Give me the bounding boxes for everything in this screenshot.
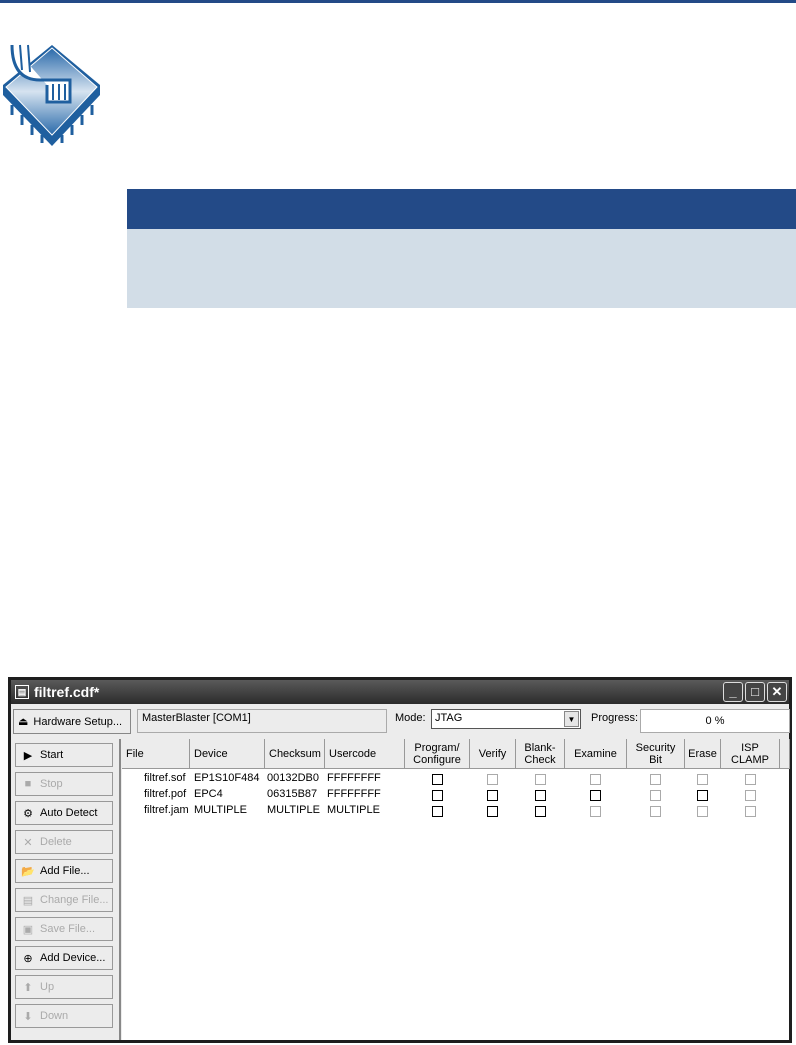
checkbox-security-bit [650,774,661,785]
change-file-button[interactable]: ▤ Change File... [15,888,113,912]
title-bar[interactable]: ▤ filtref.cdf* _ □ ✕ [11,680,789,704]
checkbox-erase [697,806,708,817]
auto-detect-button[interactable]: ⚙ Auto Detect [15,801,113,825]
down-arrow-icon: ⬇ [23,1010,33,1023]
save-file-button[interactable]: ▣ Save File... [15,917,113,941]
change-file-icon: ▤ [22,894,34,907]
hardware-setup-label: Hardware Setup... [33,715,123,728]
column-header[interactable]: File [122,739,190,769]
cell-checksum: 00132DB0 [267,772,319,784]
checkbox-security-bit [650,806,661,817]
column-header[interactable]: Verify [470,739,516,769]
button-label: Add Device... [40,952,106,964]
hardware-setup-button[interactable]: ⏏ Hardware Setup... [13,709,131,734]
button-label: Auto Detect [40,807,98,819]
checkbox-isp-clamp [744,806,756,817]
checkbox-examine [590,774,601,785]
button-panel: ▶ Start ■ Stop ⚙ Auto Detect ✕ Delete 📂 Add File.… [11,739,121,1040]
cell-device: MULTIPLE [194,804,247,816]
checkbox-erase[interactable] [697,790,708,801]
chevron-down-icon[interactable]: ▼ [564,711,579,727]
column-header-filler [780,739,790,769]
window-title: filtref.cdf* [34,684,100,700]
checkbox-program-configure[interactable] [431,790,443,801]
button-label: Stop [40,778,63,790]
button-label: Down [40,1010,69,1022]
save-icon: ▣ [22,923,34,936]
column-header[interactable]: Usercode [325,739,405,769]
mode-label: Mode: [395,712,426,724]
button-label: Delete [40,836,72,848]
column-header[interactable]: Device [190,739,265,769]
cell-file: filtref.jam [144,804,189,816]
start-button[interactable]: ▶ Start [15,743,113,767]
auto-detect-icon: ⚙ [23,807,33,820]
column-header[interactable]: Security Bit [627,739,685,769]
top-rule [0,0,796,3]
progress-label: Progress: [591,712,639,724]
checkbox-program-configure[interactable] [431,774,443,785]
cell-file: filtref.pof [144,788,187,800]
document-icon: ▤ [15,685,29,699]
button-label: Up [40,981,55,993]
checkbox-verify[interactable] [487,806,498,817]
minimize-button[interactable]: _ [723,682,743,702]
checkbox-isp-clamp [744,774,756,785]
cell-checksum: MULTIPLE [267,804,320,816]
add-file-button[interactable]: 📂 Add File... [15,859,113,883]
device-table: File Device Checksum Usercode Program/ Confi… [122,739,790,1040]
button-label: Add File... [40,865,90,877]
cell-usercode: FFFFFFFF [327,772,381,784]
add-device-button[interactable]: ⊕ Add Device... [15,946,113,970]
hardware-icon: ⏏ [18,716,29,728]
mode-select[interactable]: JTAG ▼ [431,709,581,729]
column-header[interactable]: Examine [565,739,627,769]
cell-usercode: MULTIPLE [327,804,380,816]
programmer-window: ▤ filtref.cdf* _ □ ✕ ⏏ Hardware Setup... … [8,677,792,1043]
close-button[interactable]: ✕ [767,682,787,702]
stop-icon: ■ [24,778,32,790]
section-header-bar [127,189,796,229]
checkbox-examine [590,806,601,817]
column-header[interactable]: ISP CLAMP [721,739,780,769]
client-area: ⏏ Hardware Setup... MasterBlaster [COM1] … [11,704,790,1040]
button-label: Save File... [40,923,96,935]
checkbox-verify [487,774,498,785]
checkbox-verify[interactable] [487,790,498,801]
cell-device: EP1S10F484 [194,772,260,784]
add-device-icon: ⊕ [23,952,33,965]
up-arrow-icon: ⬆ [23,981,33,994]
checkbox-isp-clamp [744,790,756,801]
column-header[interactable]: Erase [685,739,721,769]
checkbox-security-bit [650,790,661,801]
stop-button[interactable]: ■ Stop [15,772,113,796]
cell-usercode: FFFFFFFF [327,788,381,800]
folder-open-icon: 📂 [21,865,35,878]
checkbox-examine[interactable] [590,790,601,801]
delete-x-icon: ✕ [23,836,33,849]
mode-value: JTAG [435,712,463,724]
button-label: Start [40,749,64,761]
section-header-band [127,229,796,308]
checkbox-program-configure[interactable] [431,806,443,817]
maximize-button[interactable]: □ [745,682,765,702]
start-icon: ▶ [23,749,33,762]
checkbox-erase [697,774,708,785]
checkbox-blank-check[interactable] [534,790,546,801]
progress-bar: 0 % [640,709,790,733]
checkbox-blank-check[interactable] [534,806,546,817]
programmer-chip-logo-icon [3,44,100,146]
down-button[interactable]: ⬇ Down [15,1004,113,1028]
cell-device: EPC4 [194,788,223,800]
cell-file: filtref.sof [144,772,186,784]
checkbox-blank-check [534,774,546,785]
column-header[interactable]: Blank- Check [516,739,565,769]
button-label: Change File... [40,894,109,906]
column-header[interactable]: Checksum [265,739,325,769]
delete-button[interactable]: ✕ Delete [15,830,113,854]
column-header[interactable]: Program/ Configure [405,739,470,769]
hardware-display: MasterBlaster [COM1] [137,709,387,733]
up-button[interactable]: ⬆ Up [15,975,113,999]
cell-checksum: 06315B87 [267,788,318,800]
